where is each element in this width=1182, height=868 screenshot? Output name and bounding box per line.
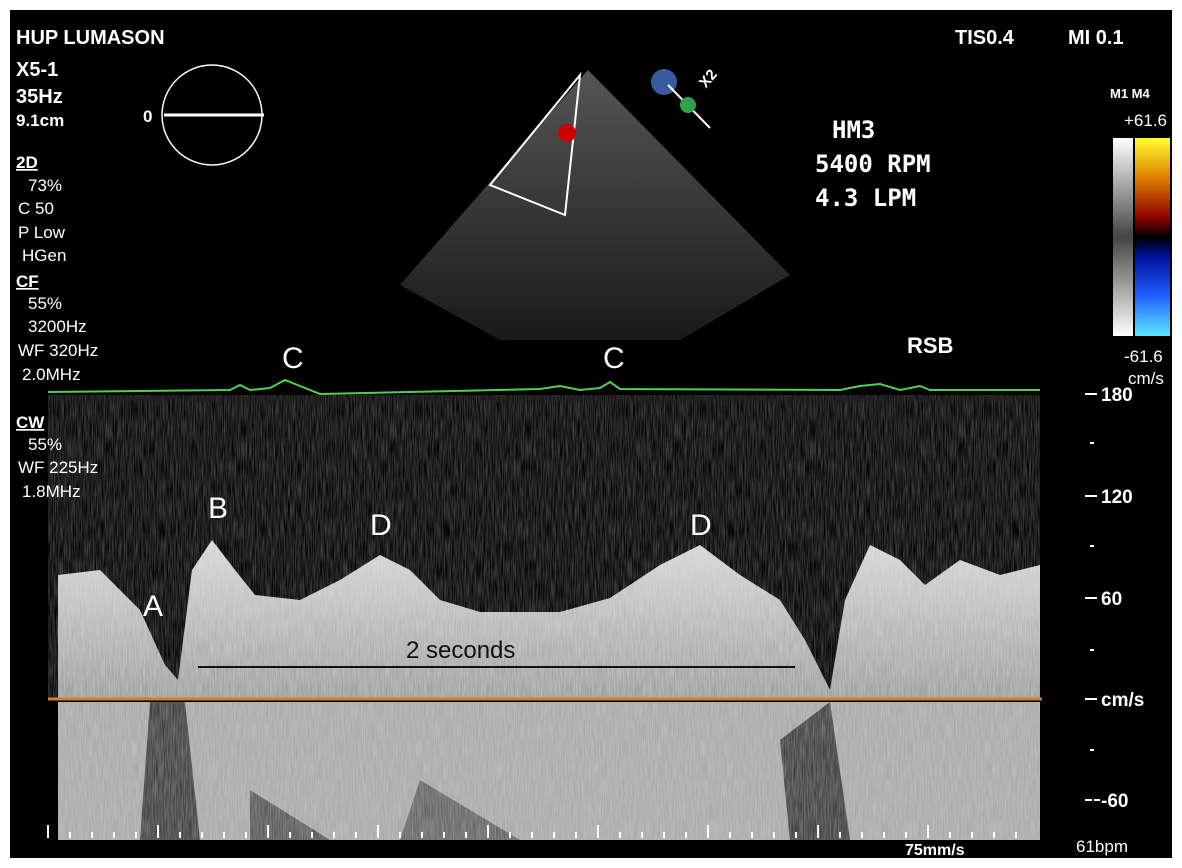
- probe: X5-1: [16, 59, 58, 81]
- device: 5400 RPM: [815, 150, 931, 178]
- mode-label: CF: [16, 272, 39, 291]
- device: HM3: [832, 116, 875, 144]
- annotation: B: [208, 492, 228, 525]
- frame-rate: 35Hz: [16, 86, 63, 108]
- color-unit: cm/s: [1128, 369, 1164, 388]
- velocity-label: 120: [1101, 487, 1133, 508]
- color-maps: M1 M4: [1110, 86, 1151, 101]
- color-bar: [1135, 138, 1170, 336]
- setting: 55%: [28, 435, 62, 454]
- annotation: D: [690, 509, 712, 542]
- annotation: 2 seconds: [406, 637, 515, 664]
- annotation: C: [282, 342, 304, 375]
- tis: TIS0.4: [955, 27, 1015, 49]
- flow-spot: [558, 124, 576, 142]
- setting: 3200Hz: [28, 317, 87, 336]
- setting: 2.0MHz: [22, 365, 81, 384]
- setting: 1.8MHz: [22, 482, 81, 501]
- depth: 9.1cm: [16, 111, 64, 130]
- setting: C 50: [18, 199, 54, 218]
- setting: WF 225Hz: [18, 458, 98, 477]
- color-min: -61.6: [1124, 347, 1163, 366]
- heart-rate: 61bpm: [1076, 837, 1128, 856]
- setting: P Low: [18, 223, 66, 242]
- color-max: +61.6: [1124, 111, 1167, 130]
- angle: 0: [143, 107, 152, 126]
- setting: 73%: [28, 176, 62, 195]
- annotation: D: [370, 509, 392, 542]
- gray-bar: [1113, 138, 1133, 336]
- mi: MI 0.1: [1068, 27, 1124, 49]
- annotation: RSB: [907, 333, 953, 358]
- device: 4.3 LPM: [815, 184, 916, 212]
- mode-label: CW: [16, 413, 45, 432]
- sweep-speed: 75mm/s: [905, 842, 965, 859]
- ultrasound-screen: HUP LUMASON X5-1 35Hz 9.1cm 0 TIS0.4 MI …: [0, 0, 1182, 868]
- reverse-texture: [58, 702, 1040, 840]
- setting: 55%: [28, 294, 62, 313]
- annotation: A: [143, 590, 163, 623]
- annotation: C: [603, 342, 625, 375]
- velocity-label: cm/s: [1101, 690, 1144, 711]
- velocity-label: 180: [1101, 385, 1133, 406]
- setting: WF 320Hz: [18, 341, 98, 360]
- velocity-label: 60: [1101, 589, 1122, 610]
- site: HUP LUMASON: [16, 27, 165, 49]
- probe-dot: [680, 97, 696, 113]
- setting: HGen: [22, 246, 66, 265]
- mode-label: 2D: [16, 153, 38, 172]
- velocity-label: -60: [1101, 791, 1128, 812]
